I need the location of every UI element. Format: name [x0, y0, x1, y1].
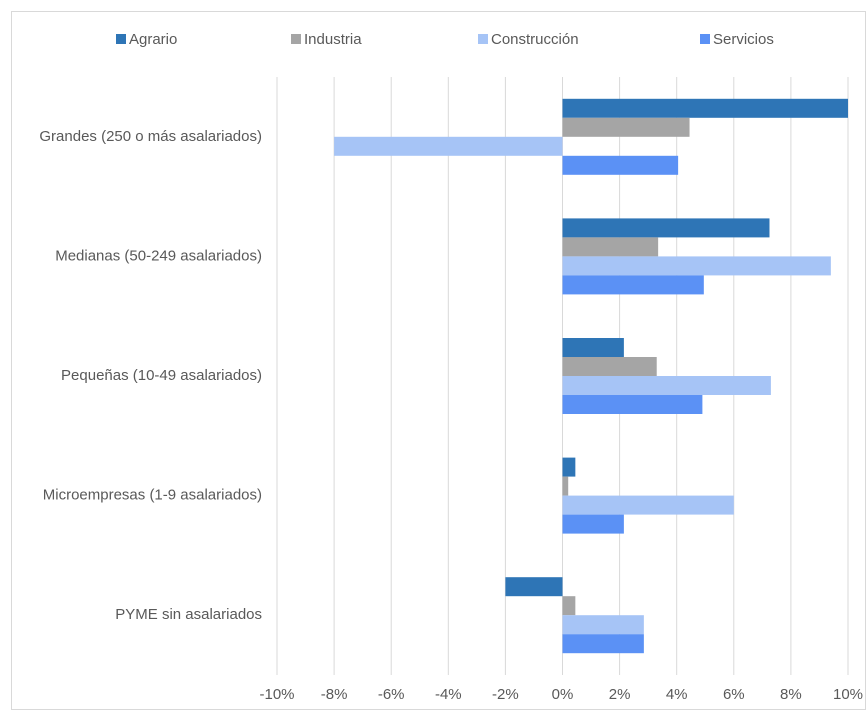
bar	[562, 457, 576, 477]
bar	[562, 395, 703, 414]
bar	[562, 357, 657, 376]
y-tick-label: Microempresas (1-9 asalariados)	[43, 487, 262, 504]
legend-label: Industria	[304, 31, 362, 48]
legend-label: Agrario	[129, 31, 177, 48]
bar	[562, 237, 659, 257]
bar	[562, 376, 771, 395]
x-tick-label: 2%	[609, 686, 631, 703]
bar	[505, 577, 563, 597]
legend-swatch	[478, 34, 488, 44]
x-tick-label: 10%	[833, 686, 863, 703]
bar	[334, 136, 563, 156]
x-tick-label: -6%	[378, 686, 405, 703]
x-tick-label: 6%	[723, 686, 745, 703]
bar	[562, 476, 569, 496]
legend-label: Servicios	[713, 31, 774, 48]
legend-label: Construcción	[491, 31, 579, 48]
bar	[562, 338, 624, 357]
y-tick-label: Grandes (250 o más asalariados)	[39, 128, 262, 145]
x-tick-label: -10%	[259, 686, 294, 703]
bar	[562, 495, 734, 515]
bar	[562, 615, 644, 635]
bar	[562, 634, 644, 654]
x-tick-label: -4%	[435, 686, 462, 703]
bar	[562, 218, 770, 238]
legend-swatch	[700, 34, 710, 44]
x-tick-label: 4%	[666, 686, 688, 703]
bar	[562, 117, 690, 137]
bar	[562, 256, 831, 276]
y-tick-label: Pequeñas (10-49 asalariados)	[61, 367, 262, 384]
x-tick-label: 0%	[552, 686, 574, 703]
bar	[562, 514, 624, 534]
bar	[562, 98, 848, 118]
bar	[562, 596, 576, 616]
legend-swatch	[116, 34, 126, 44]
bar	[562, 275, 704, 295]
chart-border	[11, 11, 866, 710]
x-tick-label: -2%	[492, 686, 519, 703]
legend-swatch	[291, 34, 301, 44]
bar	[562, 155, 679, 175]
y-tick-label: PYME sin asalariados	[115, 606, 262, 623]
y-tick-label: Medianas (50-249 asalariados)	[55, 247, 262, 264]
x-tick-label: 8%	[780, 686, 802, 703]
x-tick-label: -8%	[321, 686, 348, 703]
